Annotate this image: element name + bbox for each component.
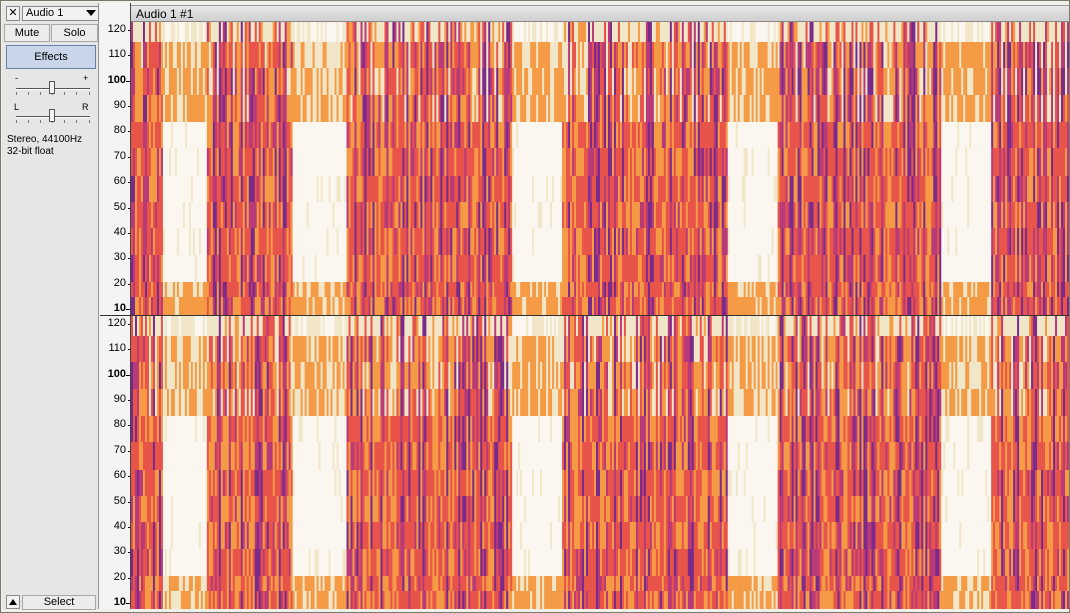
ruler-tick — [126, 309, 130, 310]
ruler-label: 120 — [107, 317, 126, 329]
pan-right-label: R — [82, 102, 89, 112]
spectrogram-channel-left[interactable] — [131, 22, 1069, 315]
ruler-label: 110 — [108, 342, 126, 355]
track-name: Audio 1 — [26, 7, 64, 19]
ruler-label: 80 — [113, 124, 126, 137]
ruler-tick — [128, 476, 130, 478]
format-rate: Stereo, 44100Hz — [7, 134, 83, 145]
gain-max-label: + — [83, 73, 89, 83]
ruler-tick — [128, 207, 130, 209]
select-button[interactable]: Select — [22, 595, 96, 610]
track-control-panel: ✕ Audio 1 Mute Solo Effects - + L R — [2, 3, 99, 610]
mute-button[interactable]: Mute — [4, 24, 50, 42]
ruler-label: 60 — [113, 175, 126, 188]
track-format-info: Stereo, 44100Hz 32-bit float — [7, 134, 82, 158]
ruler-label: 20 — [113, 276, 126, 289]
clip-title: Audio 1 #1 — [136, 7, 194, 21]
ruler-tick — [128, 552, 130, 554]
spectrogram-right-canvas — [131, 316, 1069, 609]
ruler-tick — [128, 324, 130, 325]
ruler-label: 40 — [113, 519, 126, 532]
channel-divider — [100, 315, 1069, 316]
collapse-button[interactable] — [6, 595, 20, 609]
ruler-tick — [126, 80, 130, 82]
effects-button[interactable]: Effects — [6, 45, 96, 69]
spectrogram-left-canvas — [131, 22, 1069, 315]
ruler-label: 30 — [113, 251, 126, 264]
close-icon: ✕ — [8, 7, 18, 19]
ruler-tick — [128, 425, 130, 427]
ruler-label: 90 — [113, 99, 126, 112]
ruler-tick — [128, 55, 130, 57]
close-track-button[interactable]: ✕ — [6, 6, 20, 21]
ruler-label: 100 — [107, 73, 126, 86]
track-name-menu[interactable]: Audio 1 — [22, 6, 99, 21]
ruler-tick — [128, 30, 130, 31]
dropdown-arrow-icon — [86, 10, 96, 16]
ruler-label: 60 — [113, 469, 126, 482]
ruler-tick — [126, 374, 130, 376]
ruler-tick — [128, 232, 130, 234]
vertical-ruler: 120 110 100 90 80 70 60 50 40 30 20 10 120 110 100 90 80… — [100, 3, 131, 609]
ruler-label: 10 — [113, 596, 126, 608]
clip-header[interactable]: Audio 1 #1 — [131, 5, 1069, 22]
ruler-tick — [128, 501, 130, 503]
solo-button[interactable]: Solo — [51, 24, 98, 42]
ruler-tick — [128, 283, 130, 285]
ruler-label: 10 — [113, 302, 126, 314]
ruler-label: 50 — [113, 494, 126, 507]
ruler-tick — [128, 349, 130, 351]
ruler-label: 90 — [113, 393, 126, 406]
ruler-label: 50 — [113, 200, 126, 213]
ruler-tick — [128, 131, 130, 133]
ruler-tick — [128, 450, 130, 452]
pan-thumb[interactable] — [49, 109, 55, 122]
format-bits: 32-bit float — [7, 146, 54, 157]
ruler-label: 40 — [113, 225, 126, 238]
ruler-label: 30 — [113, 545, 126, 558]
pan-left-label: L — [14, 102, 20, 112]
ruler-tick — [128, 182, 130, 184]
spectrogram-channel-right[interactable] — [131, 316, 1069, 609]
ruler-label: 120 — [107, 23, 126, 35]
ruler-label: 20 — [113, 570, 126, 583]
ruler-label: 100 — [107, 367, 126, 380]
ruler-tick — [128, 106, 130, 108]
ruler-tick — [126, 603, 130, 604]
ruler-label: 80 — [113, 418, 126, 431]
ruler-tick — [128, 577, 130, 579]
gain-thumb[interactable] — [49, 81, 55, 94]
ruler-tick — [128, 526, 130, 528]
ruler-label: 70 — [113, 443, 126, 456]
gain-min-label: - — [15, 73, 18, 83]
collapse-arrow-icon — [9, 599, 17, 605]
ruler-tick — [128, 258, 130, 260]
ruler-tick — [128, 400, 130, 402]
ruler-label: 70 — [113, 149, 126, 162]
ruler-label: 110 — [108, 48, 126, 61]
ruler-tick — [128, 156, 130, 158]
